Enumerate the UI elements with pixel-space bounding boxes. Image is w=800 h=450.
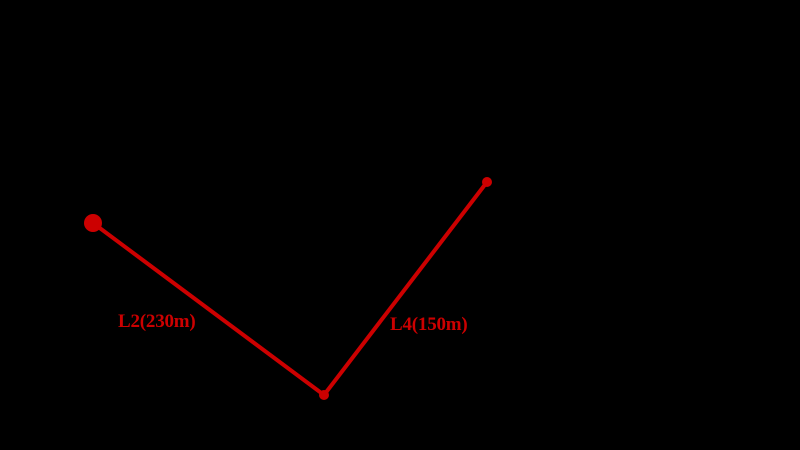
start-node-marker[interactable] bbox=[84, 214, 102, 232]
segment-l2-line[interactable] bbox=[91, 221, 326, 397]
segment-l4-label: L4(150m) bbox=[390, 314, 468, 335]
segment-l4-line[interactable] bbox=[322, 180, 489, 397]
end-node-marker[interactable] bbox=[482, 177, 492, 187]
vertex-node-marker[interactable] bbox=[319, 390, 329, 400]
segment-l2-label: L2(230m) bbox=[118, 311, 196, 332]
